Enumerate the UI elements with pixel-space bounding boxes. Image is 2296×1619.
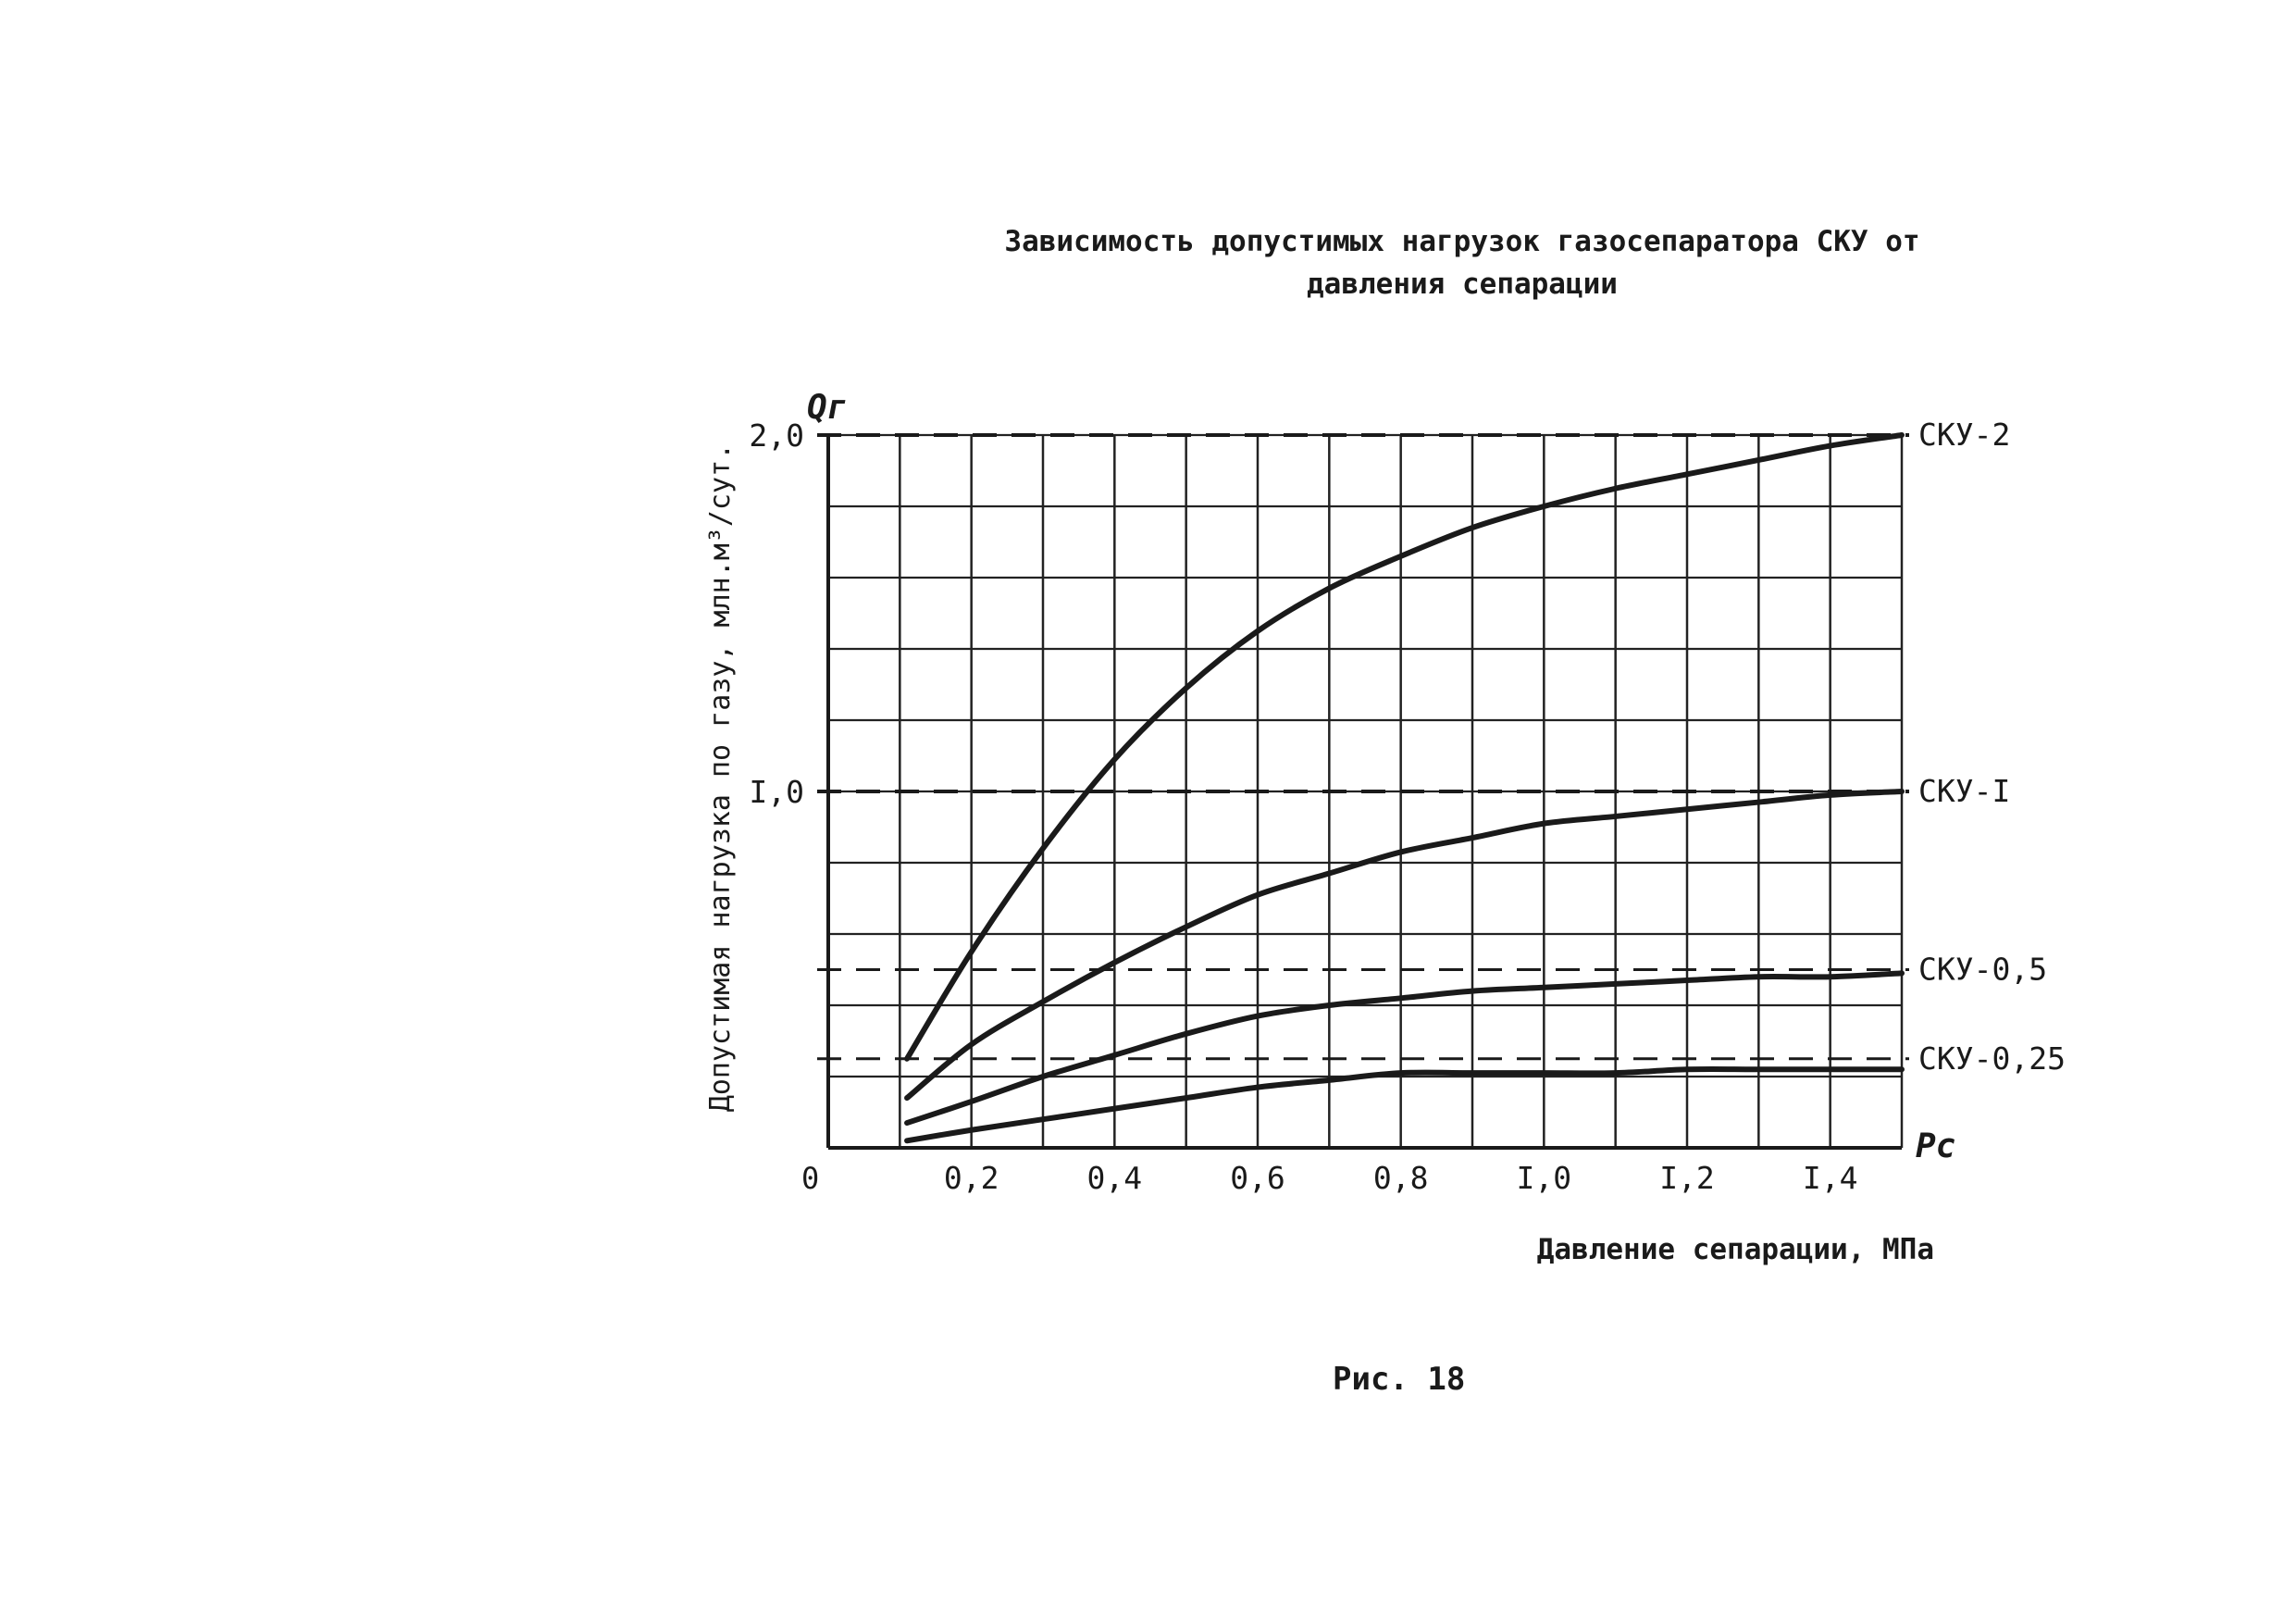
y-axis-label: Допустимая нагрузка по газу, млн.м³/сут. (704, 443, 737, 1112)
series-line (904, 970, 1905, 1127)
y-axis-symbol: Qг (807, 389, 847, 427)
series-line (904, 789, 1905, 1102)
series-line (904, 1066, 1905, 1144)
x-tick-label: I,0 (1517, 1160, 1572, 1196)
x-tick-label: 0,4 (1087, 1160, 1143, 1196)
x-axis-label: Давление сепарации, МПа (1537, 1233, 1934, 1266)
axis-labels: Допустимая нагрузка по газу, млн.м³/сут.… (704, 389, 1955, 1266)
figure-caption: Рис. 18 (1333, 1361, 1466, 1398)
series-label: СКУ-0,5 (1918, 952, 2047, 988)
chart-title-line-2: давления сепарации (1307, 268, 1618, 301)
chart-title-line-1: Зависимость допустимых нагрузок газосепа… (1004, 225, 1920, 258)
x-tick-label: 0,8 (1373, 1160, 1429, 1196)
chart-title: Зависимость допустимых нагрузок газосепа… (814, 220, 2110, 305)
series-lines: СКУ-2 СКУ-I СКУ-0,5 СКУ-0,25 (904, 417, 2066, 1144)
series-label: СКУ-0,25 (1918, 1040, 2066, 1077)
series-label: СКУ-I (1918, 773, 2010, 809)
x-tick-label: 0,2 (944, 1160, 999, 1196)
y-tick-label: 2,0 (749, 417, 804, 454)
series-label: СКУ-2 (1918, 417, 2010, 453)
series-line (904, 432, 1905, 1062)
x-axis-symbol: Pc (1916, 1127, 1955, 1165)
tick-labels: 0,2 0,4 0,6 0,8 I,0 I,2 I,4 I,0 2,0 (749, 417, 1857, 1196)
x-tick-label: I,4 (1803, 1160, 1858, 1196)
limit-lines (817, 433, 1909, 1061)
x-tick-label: 0,6 (1230, 1160, 1285, 1196)
origin-label: 0 (801, 1161, 819, 1196)
x-tick-label: I,2 (1659, 1160, 1715, 1196)
y-tick-label: I,0 (749, 774, 804, 810)
